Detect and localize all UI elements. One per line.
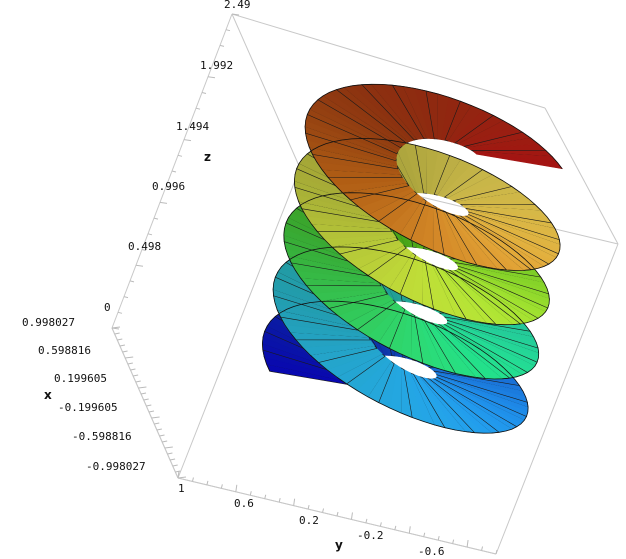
tick-mark — [162, 440, 168, 443]
surface-rim — [261, 83, 563, 434]
tick-mark — [117, 311, 123, 314]
tick-mark — [171, 170, 177, 173]
z-tick-label: 0.996 — [152, 180, 185, 193]
tick-mark — [130, 368, 136, 371]
tick-mark — [207, 76, 216, 79]
tick-mark — [123, 296, 129, 299]
tick-mark — [146, 404, 152, 407]
tick-mark — [213, 60, 219, 63]
x-axis: 0.998027 0.598816 0.199605 -0.199605 -0.… — [22, 316, 146, 473]
tick-mark — [127, 362, 133, 365]
x-tick-label: 0.598816 — [38, 344, 91, 357]
tick-mark — [189, 123, 195, 126]
tick-mark — [201, 92, 207, 94]
tick-mark — [191, 477, 194, 482]
tick-mark — [466, 540, 469, 548]
tick-mark — [307, 504, 310, 510]
z-tick-label: 1.992 — [200, 59, 233, 72]
z-axis: 2.49 1.992 1.494 0.996 0.498 0 z — [104, 0, 251, 314]
tick-mark — [148, 410, 155, 413]
tick-mark — [249, 491, 252, 496]
tick-mark — [293, 498, 296, 506]
tick-mark — [156, 428, 162, 431]
x-tick-label: 0.998027 — [22, 316, 75, 329]
y-tick-label: 0.6 — [234, 497, 254, 510]
tick-mark — [225, 29, 231, 32]
tick-mark — [133, 374, 139, 377]
y-tick-label: -0.2 — [357, 529, 384, 542]
tick-mark — [140, 392, 147, 395]
y-tick-label: -0.6 — [418, 545, 445, 558]
tick-mark — [119, 344, 126, 347]
tick-mark — [220, 484, 223, 489]
tick-mark — [219, 44, 225, 47]
y-axis-label: y — [335, 538, 343, 552]
x-tick-label: 0.199605 — [54, 372, 107, 385]
tick-mark — [122, 350, 128, 353]
tick-mark — [423, 532, 426, 537]
tick-mark — [111, 326, 121, 329]
y-tick-label: 1 — [178, 482, 185, 495]
tick-mark — [167, 452, 173, 455]
tick-mark — [129, 280, 135, 283]
tick-mark — [350, 512, 353, 520]
tick-mark — [125, 356, 134, 359]
z-tick-label: 0.498 — [128, 240, 161, 253]
tick-mark — [177, 154, 183, 157]
tick-mark — [147, 233, 153, 236]
tick-mark — [408, 526, 411, 534]
tick-mark — [135, 264, 144, 267]
tick-mark — [495, 549, 498, 555]
tick-mark — [138, 386, 147, 389]
tick-mark — [183, 139, 192, 142]
tick-mark — [235, 484, 238, 492]
z-tick-label: 0 — [104, 301, 111, 314]
tick-mark — [114, 332, 120, 335]
helicoid-surface — [261, 83, 563, 434]
tick-mark — [153, 217, 159, 220]
tick-mark — [164, 446, 173, 449]
x-tick-label: -0.998027 — [86, 460, 146, 473]
tick-mark — [177, 470, 180, 479]
tick-mark — [206, 480, 209, 486]
tick-mark — [135, 380, 141, 383]
tick-mark — [177, 476, 187, 479]
tick-mark — [175, 470, 181, 473]
tick-mark — [336, 511, 339, 517]
tick-mark — [437, 536, 440, 541]
z-tick-label: 1.494 — [176, 120, 209, 133]
tick-mark — [394, 525, 397, 530]
tick-mark — [165, 186, 171, 189]
z-tick-label: 2.49 — [224, 0, 251, 11]
tick-marks — [111, 13, 498, 555]
y-tick-label: 0.2 — [299, 514, 319, 527]
tick-mark — [365, 518, 368, 524]
tick-mark — [151, 416, 160, 419]
z-axis-label: z — [204, 150, 211, 164]
tick-mark — [159, 201, 168, 204]
tick-mark — [322, 508, 325, 513]
x-axis-label: x — [44, 388, 52, 402]
x-tick-label: -0.598816 — [72, 430, 132, 443]
tick-mark — [481, 546, 484, 551]
tick-mark — [379, 522, 382, 527]
tick-mark — [154, 422, 160, 425]
tick-mark — [231, 13, 240, 16]
tick-mark — [264, 494, 267, 499]
tick-mark — [169, 458, 176, 461]
tick-mark — [172, 464, 178, 467]
tick-mark — [159, 434, 165, 437]
tick-mark — [278, 498, 281, 503]
y-axis: 1 0.6 0.2 -0.2 -0.6 y — [178, 482, 445, 558]
tick-mark — [141, 249, 147, 251]
tick-mark — [452, 539, 455, 544]
tick-mark — [117, 338, 123, 341]
x-tick-label: -0.199605 — [58, 401, 118, 414]
tick-mark — [143, 398, 149, 401]
tick-mark — [195, 107, 201, 110]
